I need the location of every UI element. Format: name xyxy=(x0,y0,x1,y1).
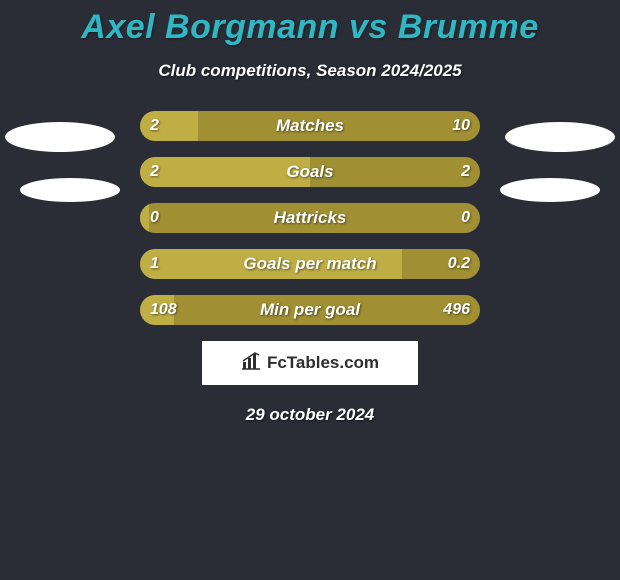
stat-label: Min per goal xyxy=(140,295,480,325)
stat-row-min-per-goal: 108 Min per goal 496 xyxy=(0,295,620,325)
date-label: 29 october 2024 xyxy=(0,405,620,425)
bar-track: 2 Matches 10 xyxy=(140,111,480,141)
brand-box: FcTables.com xyxy=(202,341,418,385)
subtitle: Club competitions, Season 2024/2025 xyxy=(0,61,620,81)
value-right: 2 xyxy=(461,157,470,187)
page-title: Axel Borgmann vs Brumme xyxy=(0,0,620,47)
comparison-infographic: Axel Borgmann vs Brumme Club competition… xyxy=(0,0,620,580)
bar-chart-icon xyxy=(241,352,261,375)
stat-label: Goals per match xyxy=(140,249,480,279)
value-right: 0.2 xyxy=(448,249,470,279)
stat-row-matches: 2 Matches 10 xyxy=(0,111,620,141)
stat-label: Goals xyxy=(140,157,480,187)
stat-row-goals-per-match: 1 Goals per match 0.2 xyxy=(0,249,620,279)
stat-row-hattricks: 0 Hattricks 0 xyxy=(0,203,620,233)
stat-label: Matches xyxy=(140,111,480,141)
bar-track: 1 Goals per match 0.2 xyxy=(140,249,480,279)
value-right: 0 xyxy=(461,203,470,233)
bar-track: 0 Hattricks 0 xyxy=(140,203,480,233)
brand-label: FcTables.com xyxy=(267,353,379,373)
stat-label: Hattricks xyxy=(140,203,480,233)
stat-row-goals: 2 Goals 2 xyxy=(0,157,620,187)
value-right: 10 xyxy=(452,111,470,141)
value-right: 496 xyxy=(443,295,470,325)
bar-track: 2 Goals 2 xyxy=(140,157,480,187)
bar-track: 108 Min per goal 496 xyxy=(140,295,480,325)
